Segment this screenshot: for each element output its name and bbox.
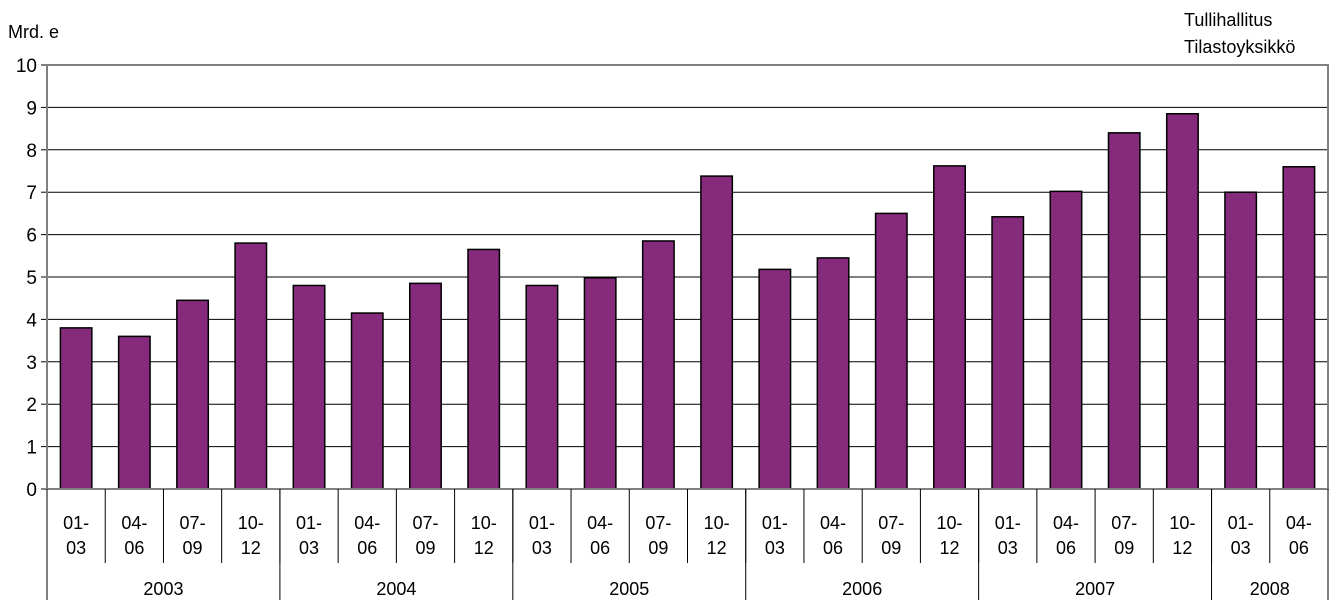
y-axis-title: Mrd. e	[8, 22, 59, 42]
bar	[525, 284, 559, 490]
y-tick-label: 0	[26, 480, 37, 501]
x-tick-label-bottom: 03	[66, 538, 86, 558]
bar	[583, 277, 617, 490]
x-tick-label-top: 10-	[1169, 513, 1195, 533]
year-label: 2006	[842, 579, 882, 599]
x-tick-label-bottom: 12	[474, 538, 494, 558]
bar	[59, 327, 93, 490]
bar	[1107, 132, 1141, 490]
y-tick-label: 6	[26, 226, 37, 247]
y-tick-label: 1	[26, 438, 37, 459]
x-tick-label-top: 01-	[762, 513, 788, 533]
y-tick-label: 10	[16, 56, 37, 77]
bar	[176, 299, 210, 490]
x-tick-label-top: 07-	[878, 513, 904, 533]
bar	[758, 268, 792, 490]
x-tick-label-top: 10-	[937, 513, 963, 533]
x-tick-label-bottom: 09	[881, 538, 901, 558]
x-tick-label-top: 01-	[63, 513, 89, 533]
y-tick-label: 7	[26, 183, 37, 204]
bar	[350, 312, 384, 490]
x-tick-label-bottom: 09	[415, 538, 435, 558]
x-tick-label-bottom: 06	[590, 538, 610, 558]
x-tick-label-bottom: 12	[940, 538, 960, 558]
bar	[1282, 166, 1316, 490]
x-tick-label-top: 07-	[1111, 513, 1137, 533]
bar	[874, 212, 908, 490]
year-label: 2008	[1250, 579, 1290, 599]
y-tick-label: 2	[26, 395, 37, 416]
x-tick-label-top: 04-	[354, 513, 380, 533]
y-axis-ticks: 0 1 2 3 4 5 6 7 8 9 10	[16, 56, 47, 501]
y-tick-label: 8	[26, 141, 37, 162]
x-tick-label-bottom: 09	[1114, 538, 1134, 558]
x-tick-label-top: 10-	[471, 513, 497, 533]
y-tick-label: 4	[26, 310, 37, 331]
x-tick-label-top: 10-	[704, 513, 730, 533]
bar	[467, 248, 501, 490]
source-line-2: Tilastoyksikkö	[1184, 37, 1295, 57]
year-label: 2005	[609, 579, 649, 599]
x-tick-label-top: 04-	[820, 513, 846, 533]
bar	[117, 335, 151, 490]
bar	[409, 282, 442, 490]
y-tick-label: 5	[26, 268, 37, 289]
source-line-1: Tullihallitus	[1184, 10, 1272, 30]
x-tick-label-bottom: 06	[124, 538, 144, 558]
bar	[292, 284, 326, 490]
x-tick-label-top: 04-	[1286, 513, 1312, 533]
y-tick-label: 3	[26, 353, 37, 374]
x-tick-label-bottom: 09	[648, 538, 668, 558]
x-tick-label-bottom: 06	[357, 538, 377, 558]
x-tick-label-bottom: 06	[1056, 538, 1076, 558]
x-tick-label-bottom: 12	[1172, 538, 1192, 558]
x-axis-table: 01- 03 04- 06 07- 09 10- 12 01- 03 04- 06 07- 09 10- 12…	[46, 489, 1329, 600]
x-tick-label-bottom: 03	[299, 538, 319, 558]
bar	[1165, 113, 1199, 490]
x-tick-label-top: 07-	[180, 513, 206, 533]
x-tick-label-bottom: 03	[765, 538, 785, 558]
x-tick-label-top: 10-	[238, 513, 264, 533]
x-tick-label-bottom: 06	[823, 538, 843, 558]
year-label: 2003	[143, 579, 183, 599]
year-label: 2004	[376, 579, 416, 599]
x-tick-label-top: 07-	[412, 513, 438, 533]
x-tick-label-top: 04-	[587, 513, 613, 533]
x-tick-label-top: 01-	[995, 513, 1021, 533]
bar	[991, 216, 1025, 490]
x-tick-label-top: 01-	[529, 513, 555, 533]
bar	[700, 175, 734, 490]
x-tick-label-bottom: 03	[998, 538, 1018, 558]
x-tick-label-bottom: 12	[241, 538, 261, 558]
bar	[933, 165, 966, 490]
x-tick-label-top: 01-	[296, 513, 322, 533]
x-tick-label-bottom: 06	[1289, 538, 1309, 558]
x-tick-label-top: 01-	[1228, 513, 1254, 533]
x-tick-label-bottom: 03	[1231, 538, 1251, 558]
x-tick-label-top: 07-	[645, 513, 671, 533]
bars	[59, 113, 1316, 490]
year-label: 2007	[1075, 579, 1115, 599]
bar	[1224, 191, 1258, 490]
y-tick-label: 9	[26, 98, 37, 119]
x-tick-label-bottom: 12	[707, 538, 727, 558]
bar	[641, 240, 675, 490]
x-tick-label-bottom: 09	[183, 538, 203, 558]
bar	[1049, 190, 1083, 490]
bar	[816, 257, 850, 490]
x-tick-label-top: 04-	[1053, 513, 1079, 533]
x-tick-label-top: 04-	[121, 513, 147, 533]
bar	[234, 242, 268, 490]
x-tick-label-bottom: 03	[532, 538, 552, 558]
